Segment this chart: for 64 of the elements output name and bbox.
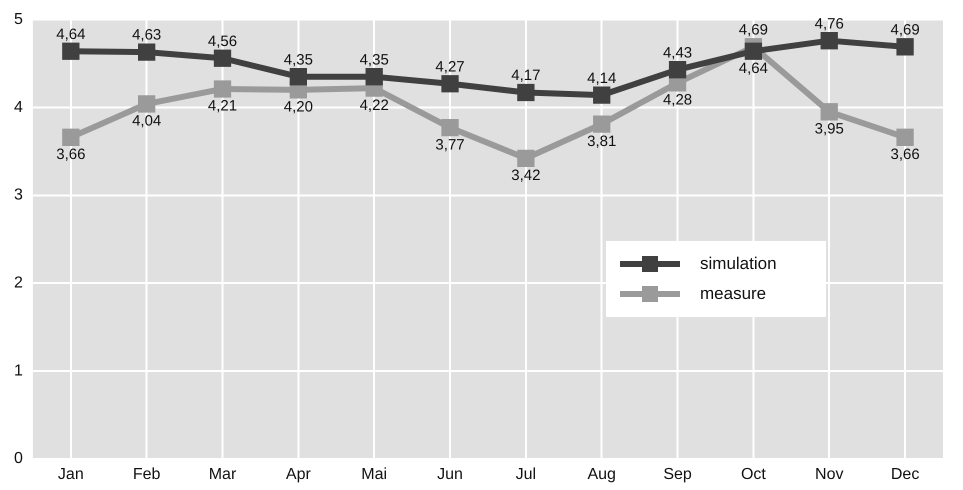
data-label: 4,63 xyxy=(132,26,162,44)
x-tick-label: Mar xyxy=(208,466,237,483)
point xyxy=(517,84,535,102)
point xyxy=(441,75,459,92)
data-label: 4,21 xyxy=(208,98,238,115)
data-label: 4,35 xyxy=(284,51,313,68)
data-label: 3,66 xyxy=(56,146,86,163)
data-label: 4,20 xyxy=(284,98,313,116)
x-tick-label: Dec xyxy=(890,466,920,483)
y-tick-label: 5 xyxy=(14,11,23,28)
x-tick-label: Aug xyxy=(587,466,616,483)
point xyxy=(214,80,232,98)
data-label: 3,95 xyxy=(814,120,844,138)
data-label: 4,28 xyxy=(662,91,692,108)
data-label: 4,69 xyxy=(738,21,768,38)
data-label: 4,14 xyxy=(587,70,616,87)
point xyxy=(820,103,838,120)
x-tick-label: Feb xyxy=(132,466,161,483)
data-label: 4,27 xyxy=(435,58,465,76)
data-label: 3,42 xyxy=(511,167,540,184)
point xyxy=(441,118,459,136)
data-label: 4,43 xyxy=(662,44,692,62)
y-tick-label: 3 xyxy=(14,186,23,204)
point xyxy=(517,150,535,168)
point xyxy=(138,43,156,61)
data-label: 4,76 xyxy=(814,15,844,32)
legend-label: simulation xyxy=(700,254,777,274)
point xyxy=(668,61,686,78)
y-tick-label: 1 xyxy=(14,362,23,380)
data-label: 3,66 xyxy=(890,146,920,163)
point xyxy=(593,86,610,104)
x-tick-label: Oct xyxy=(740,466,766,483)
point xyxy=(896,128,914,146)
data-label: 3,81 xyxy=(587,132,616,150)
data-label: 4,64 xyxy=(56,26,86,43)
data-label: 3,77 xyxy=(435,136,465,154)
x-tick-label: Mai xyxy=(361,466,388,483)
x-tick-label: Sep xyxy=(663,466,692,483)
point xyxy=(744,42,762,60)
x-tick-label: Nov xyxy=(815,466,844,483)
x-tick-label: Apr xyxy=(286,466,312,483)
data-label: 4,17 xyxy=(511,67,540,84)
point xyxy=(896,38,914,56)
legend-label: measure xyxy=(700,284,766,304)
x-tick-label: Jul xyxy=(516,466,536,483)
y-tick-label: 0 xyxy=(14,450,23,468)
point xyxy=(820,32,838,50)
point xyxy=(593,115,610,133)
data-label: 4,69 xyxy=(890,21,920,38)
data-label: 4,56 xyxy=(208,32,238,50)
data-label: 4,22 xyxy=(360,96,389,114)
point xyxy=(366,68,383,86)
data-label: 4,35 xyxy=(360,51,389,68)
x-tick-label: Jan xyxy=(58,466,84,483)
point xyxy=(214,50,232,67)
data-label: 4,64 xyxy=(738,60,768,77)
point xyxy=(290,68,307,86)
y-tick-label: 4 xyxy=(14,98,23,116)
data-label: 4,04 xyxy=(132,112,162,130)
point xyxy=(62,42,80,60)
x-tick-label: Jun xyxy=(437,466,463,483)
point xyxy=(138,95,156,113)
y-tick-label: 2 xyxy=(14,274,23,292)
point xyxy=(62,128,80,146)
